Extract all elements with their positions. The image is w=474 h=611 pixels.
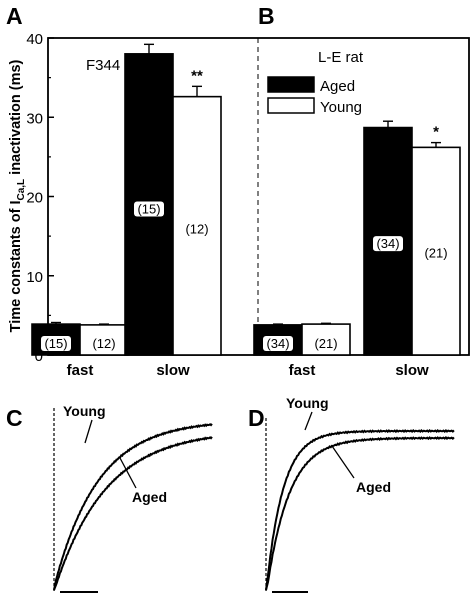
category-label-fast: fast: [67, 362, 94, 379]
title-le-rat: L-E rat: [318, 49, 364, 66]
sample-size-backdrop: [134, 201, 164, 217]
legend: Aged Young: [267, 76, 362, 116]
panel-c-aged-trace: [53, 436, 213, 591]
bar-b-fast-young: [301, 323, 351, 356]
sample-size-backdrop: [263, 336, 293, 351]
panel-c-young-trace: [53, 423, 213, 591]
panel-d-young-label: Young: [286, 395, 329, 411]
y-tick-label: 40: [26, 31, 43, 48]
sample-size-label: (34): [376, 236, 399, 251]
panel-letter-c: C: [6, 405, 23, 431]
panel-c-aged-label: Aged: [132, 489, 167, 505]
bar-b-slow-young: [411, 146, 461, 356]
panel-d-aged-trace: [265, 435, 455, 591]
legend-label-aged: Aged: [320, 78, 355, 95]
sample-size-label: (12): [92, 336, 115, 351]
sample-size-backdrop: [373, 236, 403, 252]
sample-size-label: (12): [185, 222, 208, 237]
significance-marker: *: [433, 124, 439, 141]
panel-d-traces: Young Aged: [265, 395, 455, 593]
y-axis-label: Time constants of ICa,L inactivation (ms…: [8, 59, 27, 332]
panel-c-young-arrow: [84, 419, 93, 444]
panel-d-aged-arrow: [331, 445, 355, 479]
sample-size-label: (34): [266, 336, 289, 351]
category-label-slow: slow: [156, 362, 190, 379]
y-tick-label: 10: [26, 269, 43, 286]
panel-d-young-trace: [265, 428, 455, 591]
y-axis-label-pre: Time constants of I: [8, 201, 24, 333]
y-tick-label: 20: [26, 190, 43, 207]
sample-size-label: (15): [44, 336, 67, 351]
y-axis-label-sub: Ca,L: [16, 179, 27, 201]
sample-size-label: (15): [137, 201, 160, 216]
panel-letter-b: B: [258, 3, 275, 29]
y-axis-label-post: inactivation (ms): [8, 59, 24, 178]
sample-size-backdrop: [41, 336, 71, 351]
category-label-slow: slow: [395, 362, 429, 379]
panel-c-aged-arrow: [119, 457, 137, 489]
bar-a-slow-young: [172, 95, 222, 356]
bars: (15) (12) (15) (12) ** (34) (21) (34) (21) *: [31, 43, 461, 356]
panel-c-young-label: Young: [63, 403, 106, 419]
sample-size-label: (21): [314, 336, 337, 351]
panel-c-traces: Young Aged: [53, 403, 213, 593]
y-tick-label: 0: [35, 348, 43, 365]
y-tick-label: 30: [26, 110, 43, 127]
significance-marker: **: [191, 67, 203, 84]
legend-swatch-aged: [267, 76, 315, 93]
y-axis: 0 10 20 30 40: [26, 31, 54, 365]
panel-d-young-arrow: [304, 411, 313, 431]
legend-label-young: Young: [320, 99, 362, 116]
category-label-fast: fast: [289, 362, 316, 379]
category-labels: fast slow fast slow: [67, 362, 429, 379]
legend-swatch-young: [267, 97, 315, 114]
title-f344: F344: [86, 57, 120, 74]
panel-letter-d: D: [248, 405, 265, 431]
panel-d-aged-label: Aged: [356, 479, 391, 495]
panel-letter-a: A: [6, 3, 23, 29]
sample-size-label: (21): [424, 245, 447, 260]
